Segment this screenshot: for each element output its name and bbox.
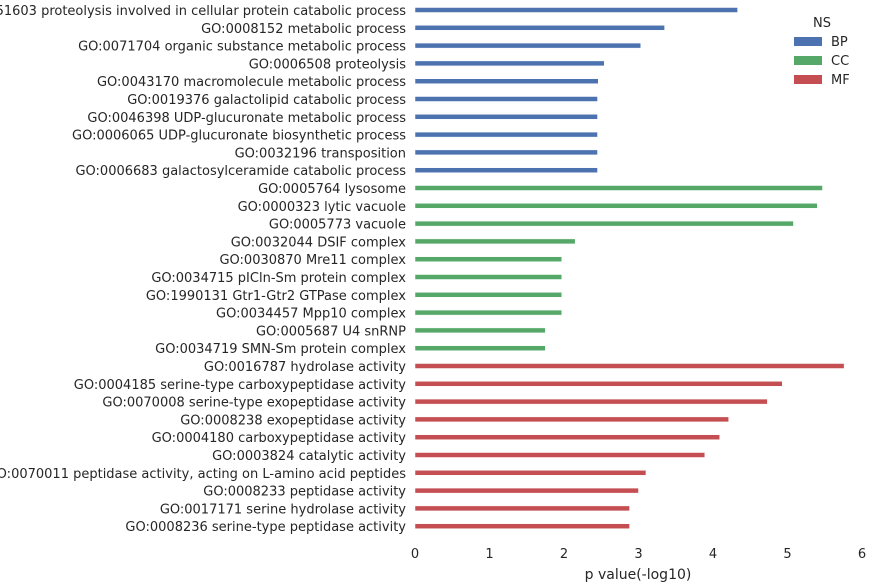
bar-mf	[414, 452, 706, 458]
category-label: GO:0030870 Mre11 complex	[219, 253, 406, 268]
category-label: GO:0046398 UDP-glucuronate metabolic pro…	[87, 111, 406, 126]
category-label: GO:0006065 UDP-glucuronate biosynthetic …	[72, 129, 406, 144]
bar-mf	[414, 523, 630, 529]
category-labels: GO:0051603 proteolysis involved in cellu…	[0, 4, 406, 535]
category-label: GO:0032044 DSIF complex	[231, 235, 407, 250]
bar-bp	[414, 42, 641, 49]
category-label: GO:0043170 macromolecule metabolic proce…	[97, 75, 406, 90]
category-label: GO:0034457 Mpp10 complex	[216, 307, 406, 322]
bar-cc	[414, 327, 546, 334]
x-tick-label: 2	[560, 547, 568, 562]
bar-bp	[414, 7, 738, 13]
legend-swatch-bp	[794, 37, 822, 46]
legend-label-mf: MF	[831, 73, 850, 88]
bar-bp	[414, 96, 598, 102]
bars-layer	[414, 7, 845, 529]
legend-label-bp: BP	[831, 35, 848, 50]
bar-cc	[414, 309, 563, 316]
category-label: GO:0006508 proteolysis	[249, 57, 406, 72]
category-label: GO:0003824 catalytic activity	[212, 449, 406, 464]
bar-bp	[414, 25, 665, 31]
x-tick-label: 6	[858, 547, 866, 562]
x-axis-label: p value(-log10)	[585, 567, 692, 583]
bar-cc	[414, 274, 563, 280]
bar-mf	[414, 434, 720, 440]
x-tick-label: 1	[485, 547, 493, 562]
bar-bp	[414, 131, 598, 138]
bar-cc	[414, 203, 818, 209]
legend-swatch-cc	[794, 56, 822, 65]
category-label: GO:0071704 organic substance metabolic p…	[78, 40, 406, 55]
bar-cc	[414, 292, 563, 298]
bar-mf	[414, 416, 729, 423]
category-label: GO:0006683 galactosylceramide catabolic …	[75, 164, 406, 179]
x-axis: p value(-log10) 0 1 2 3 4 5 6	[411, 547, 866, 583]
bar-cc	[414, 220, 794, 227]
category-label: GO:0004185 serine-type carboxypeptidase …	[74, 378, 407, 393]
category-label: GO:0051603 proteolysis involved in cellu…	[0, 4, 406, 19]
x-tick-label: 0	[411, 547, 419, 562]
category-label: GO:0008238 exopeptidase activity	[180, 413, 406, 428]
category-label: GO:0005773 vacuole	[269, 218, 406, 233]
category-label: GO:0005687 U4 snRNP	[256, 324, 406, 339]
x-tick-label: 3	[634, 547, 642, 562]
bar-mf	[414, 398, 768, 405]
bar-cc	[414, 185, 823, 191]
bar-mf	[414, 505, 630, 512]
bar-cc	[414, 345, 546, 351]
category-label: GO:0034719 SMN-Sm protein complex	[155, 342, 406, 357]
bar-bp	[414, 167, 598, 173]
bar-bp	[414, 149, 598, 156]
bar-bp	[414, 78, 599, 84]
category-label: GO:0008233 peptidase activity	[203, 485, 406, 500]
legend-label-cc: CC	[831, 54, 849, 69]
category-label: GO:1990131 Gtr1-Gtr2 GTPase complex	[146, 289, 406, 304]
legend: NS BP CC MF	[794, 16, 850, 88]
category-label: GO:0070008 serine-type exopeptidase acti…	[102, 396, 406, 411]
legend-swatch-mf	[794, 75, 822, 84]
category-label: GO:0005764 lysosome	[258, 182, 406, 197]
bar-mf	[414, 363, 845, 369]
category-label: GO:0008236 serine-type peptidase activit…	[125, 520, 406, 535]
category-label: GO:0034715 pICln-Sm protein complex	[151, 271, 406, 286]
bar-mf	[414, 470, 647, 476]
legend-title: NS	[813, 16, 831, 31]
category-label: GO:0008152 metabolic process	[201, 22, 406, 37]
category-label: GO:0004180 carboxypeptidase activity	[152, 431, 407, 446]
bar-mf	[414, 487, 639, 494]
category-label: GO:0017171 serine hydrolase activity	[160, 502, 406, 517]
bar-bp	[414, 114, 598, 120]
category-label: GO:0000323 lytic vacuole	[238, 200, 406, 215]
x-tick-label: 4	[709, 547, 717, 562]
bar-mf	[414, 381, 783, 387]
bar-cc	[414, 256, 563, 262]
category-label: GO:0032196 transposition	[235, 146, 406, 161]
bar-bp	[414, 60, 605, 67]
category-label: GO:0019376 galactolipid catabolic proces…	[127, 93, 406, 108]
x-tick-label: 5	[783, 547, 791, 562]
category-label: GO:0016787 hydrolase activity	[204, 360, 406, 375]
category-label: GO:0070011 peptidase activity, acting on…	[0, 467, 406, 482]
bar-cc	[414, 238, 576, 245]
